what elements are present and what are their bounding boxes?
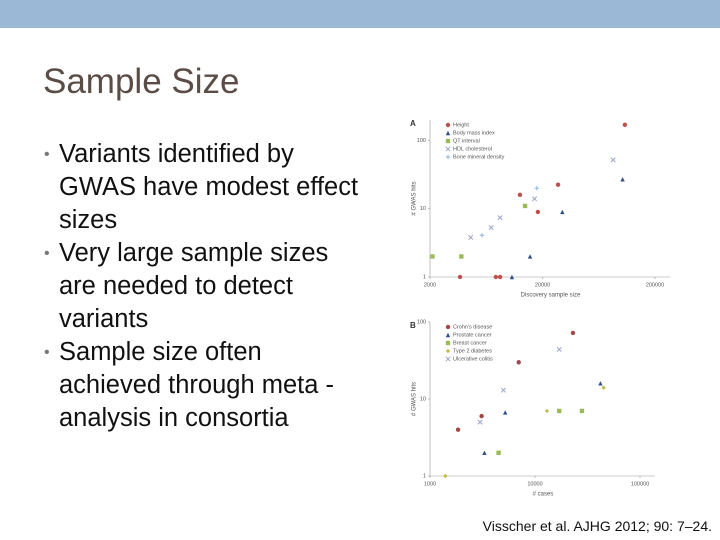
- point: [598, 381, 603, 386]
- point: [430, 254, 435, 259]
- x-tick-label: 1000: [424, 481, 436, 487]
- legend-label: Breast cancer: [453, 340, 487, 346]
- point: [493, 274, 499, 280]
- point: [468, 234, 474, 240]
- y-tick-label: 10: [420, 206, 426, 212]
- legend-marker: [445, 324, 451, 330]
- legend-label: Body mass index: [453, 130, 495, 136]
- legend-marker: [445, 340, 451, 346]
- y-tick-label: 10: [420, 396, 426, 402]
- legend-label: Prostate cancer: [453, 332, 492, 338]
- point: [622, 122, 628, 128]
- point: [488, 225, 494, 231]
- point: [535, 209, 541, 215]
- bullet-list: Variants identified by GWAS have modest …: [30, 138, 360, 435]
- legend-marker: [445, 348, 451, 354]
- x-tick-label: 200000: [646, 282, 664, 288]
- point: [479, 413, 484, 419]
- slide-title: Sample Size: [43, 62, 240, 101]
- header-bar: [0, 0, 720, 28]
- x-tick-label: 100000: [631, 481, 649, 487]
- point: [477, 419, 483, 425]
- y-axis-label: # GWAS hits: [412, 382, 418, 416]
- point: [544, 408, 550, 414]
- point: [534, 186, 540, 191]
- x-tick-label: 20000: [535, 282, 550, 288]
- panel-label: A: [410, 119, 416, 128]
- y-tick-label: 100: [417, 319, 426, 325]
- legend-marker: [445, 122, 451, 128]
- legend-marker: [445, 130, 451, 136]
- point: [482, 450, 487, 456]
- y-tick-label: 1: [423, 274, 426, 280]
- x-tick-label: 2000: [424, 282, 436, 288]
- point: [455, 427, 461, 432]
- point: [516, 360, 521, 365]
- point: [500, 387, 506, 393]
- point: [570, 330, 576, 336]
- point: [556, 408, 562, 414]
- legend-label: Crohn's disease: [453, 324, 492, 330]
- point: [457, 274, 463, 280]
- point: [555, 182, 561, 187]
- citation: Visscher et al. AJHG 2012; 90: 7–24.: [482, 518, 712, 534]
- point: [497, 274, 503, 280]
- point: [601, 385, 606, 390]
- legend-marker: [445, 138, 451, 144]
- legend-label: HDL cholesterol: [453, 146, 492, 152]
- legend-label: Bone mineral density: [453, 154, 505, 160]
- point: [556, 346, 562, 353]
- panel-label: B: [410, 321, 416, 330]
- legend-label: QT interval: [453, 138, 480, 144]
- point: [610, 157, 616, 163]
- point: [527, 254, 533, 259]
- y-axis-label: # GWAS hits: [412, 181, 418, 215]
- legend-marker: [445, 146, 451, 152]
- legend-label: Ulcerative colitis: [453, 356, 493, 362]
- x-axis-label: # cases: [533, 492, 554, 498]
- point: [509, 274, 515, 280]
- x-tick-label: 10000: [527, 481, 542, 487]
- legend-marker: [445, 356, 451, 362]
- point: [496, 450, 501, 456]
- legend-label: Height: [453, 122, 469, 128]
- point: [579, 408, 585, 414]
- bullet: Variants identified by GWAS have modest …: [30, 138, 360, 237]
- point: [502, 410, 508, 415]
- bullet: Sample size often achieved through meta …: [30, 336, 360, 435]
- point: [443, 473, 448, 479]
- point: [560, 209, 565, 215]
- point: [532, 196, 538, 202]
- legend-marker: [445, 154, 451, 160]
- y-tick-label: 100: [417, 138, 426, 144]
- y-tick-label: 1: [423, 473, 426, 479]
- point: [620, 177, 625, 182]
- legend-marker: [445, 332, 451, 338]
- point: [479, 232, 485, 238]
- point: [497, 215, 503, 221]
- bullet: Very large sample sizes are needed to de…: [30, 237, 360, 336]
- point: [522, 203, 528, 209]
- legend-label: Type 2 diabetes: [453, 348, 492, 354]
- point: [459, 254, 464, 259]
- x-axis-label: Discovery sample size: [521, 293, 581, 299]
- point: [517, 192, 523, 198]
